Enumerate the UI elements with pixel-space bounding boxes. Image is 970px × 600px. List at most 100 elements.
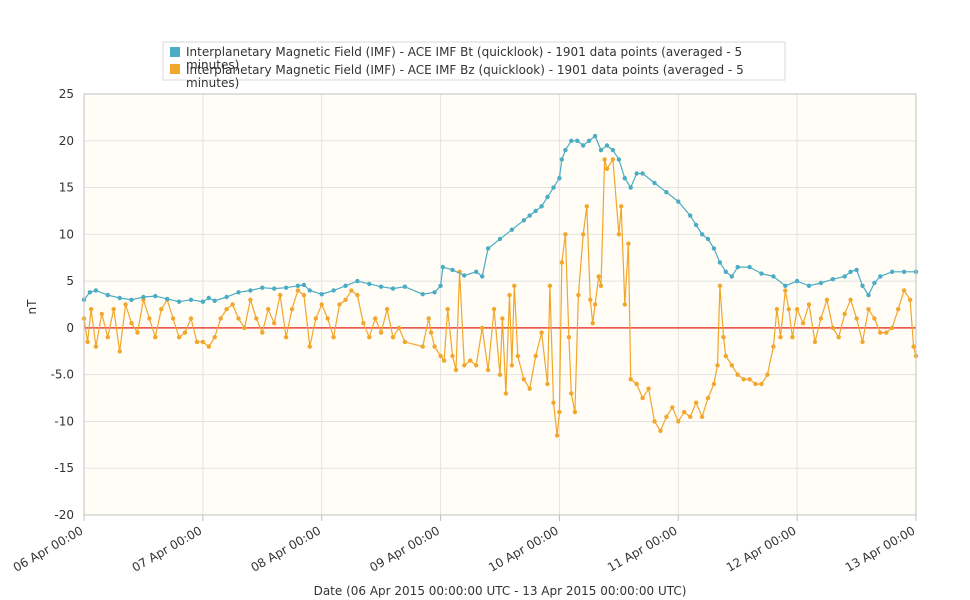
data-point-bz (572, 409, 578, 415)
data-point-bt (497, 236, 503, 242)
data-point-bt (485, 246, 491, 251)
data-point-bz (277, 292, 283, 298)
data-point-bz (200, 339, 206, 345)
data-point-bt (343, 283, 348, 288)
data-point-bz (295, 288, 301, 293)
legend-label-bt-line2: minutes) (186, 58, 239, 72)
data-point-bt (533, 208, 538, 214)
data-point-bz (699, 414, 705, 419)
data-point-bz (818, 316, 824, 321)
data-point-bz (331, 335, 336, 340)
data-point-bt (260, 285, 265, 290)
data-point-bt (901, 269, 907, 274)
data-point-bz (402, 339, 408, 345)
y-tick-label: 10 (59, 227, 74, 241)
data-point-bz (596, 274, 601, 279)
data-point-bt (212, 298, 217, 303)
plot-area (84, 94, 916, 515)
data-point-bz (188, 316, 194, 321)
data-point-bz (800, 321, 806, 326)
data-point-bt (420, 292, 425, 297)
legend-label-bz[interactable]: Interplanetary Magnetic Field (IMF) - AC… (186, 63, 748, 90)
data-point-bz (693, 400, 699, 405)
data-point-bz (85, 339, 90, 345)
data-point-bz (878, 330, 883, 335)
data-point-bt (432, 290, 437, 295)
data-point-bt (117, 295, 122, 301)
data-point-bz (159, 307, 164, 312)
plot-border (83, 93, 917, 516)
data-point-bt (866, 292, 871, 298)
data-point-bz (503, 391, 509, 396)
data-point-bt (747, 264, 752, 270)
data-point-bz (563, 232, 568, 237)
data-point-bz (428, 330, 434, 335)
legend-label-bt[interactable]: Interplanetary Magnetic Field (IMF) - AC… (186, 45, 746, 72)
data-point-bt (586, 138, 592, 143)
data-point-bt (634, 171, 639, 176)
data-point-bz (527, 386, 532, 391)
data-point-bz (721, 335, 726, 340)
data-point-bz (248, 297, 253, 302)
y-tick-label: 5 (66, 274, 74, 288)
data-point-bz (453, 367, 459, 373)
data-point-bz (236, 316, 241, 321)
data-point-bz (602, 157, 607, 162)
x-tick-label: 06 Apr 00:00 (11, 523, 86, 574)
data-point-bt (699, 232, 705, 237)
data-point-bz (361, 321, 366, 326)
x-axis-ticks: 06 Apr 00:00 07 Apr 00:00 08 Apr 00:00 09 A… (11, 515, 918, 575)
data-point-bz (319, 302, 324, 307)
data-point-bt (539, 204, 544, 209)
data-point-bt (693, 222, 699, 228)
data-point-bz (771, 344, 776, 349)
data-point-bz (830, 325, 835, 331)
data-point-bz (866, 307, 871, 312)
data-point-bz (640, 395, 645, 401)
data-point-bz (497, 372, 503, 377)
data-point-bt (878, 274, 883, 279)
data-point-bz (426, 316, 431, 321)
data-point-bz (111, 307, 116, 312)
data-point-bz (378, 330, 384, 335)
data-point-bz (272, 321, 277, 326)
data-point-bz (735, 372, 740, 377)
data-point-bz (559, 260, 564, 265)
data-point-bz (468, 358, 473, 363)
data-point-bz (592, 302, 598, 307)
data-point-bz (509, 363, 515, 368)
data-point-bz (790, 335, 795, 340)
data-point-bz (301, 292, 307, 298)
legend-swatch-bz[interactable] (170, 64, 180, 74)
data-point-bt (224, 294, 229, 300)
data-point-bt (521, 218, 526, 223)
data-point-bt (450, 267, 455, 273)
data-point-bz (664, 414, 669, 419)
data-point-bz (500, 316, 505, 321)
data-point-bt (854, 267, 859, 273)
x-tick-label: 08 Apr 00:00 (248, 523, 323, 574)
data-point-bt (438, 283, 443, 288)
data-point-bz (218, 316, 223, 321)
data-point-bt (717, 260, 723, 265)
data-point-bz (260, 330, 265, 335)
data-point-bz (396, 325, 402, 331)
data-point-bt (331, 288, 336, 293)
data-point-bz (890, 325, 895, 331)
legend-swatch-bt[interactable] (170, 47, 180, 57)
data-point-bz (610, 157, 616, 162)
data-point-bz (266, 307, 271, 312)
data-point-bz (619, 204, 624, 209)
data-point-bz (367, 335, 372, 340)
data-point-bz (622, 302, 627, 307)
data-point-bz (634, 381, 639, 387)
data-point-bt (616, 157, 622, 162)
data-point-bz (741, 377, 746, 382)
data-point-bz (99, 311, 105, 317)
data-point-bz (604, 166, 610, 171)
y-axis-title: nT (25, 299, 39, 315)
data-point-bz (551, 400, 556, 405)
series-bz (81, 157, 919, 438)
data-point-bz (105, 335, 111, 340)
